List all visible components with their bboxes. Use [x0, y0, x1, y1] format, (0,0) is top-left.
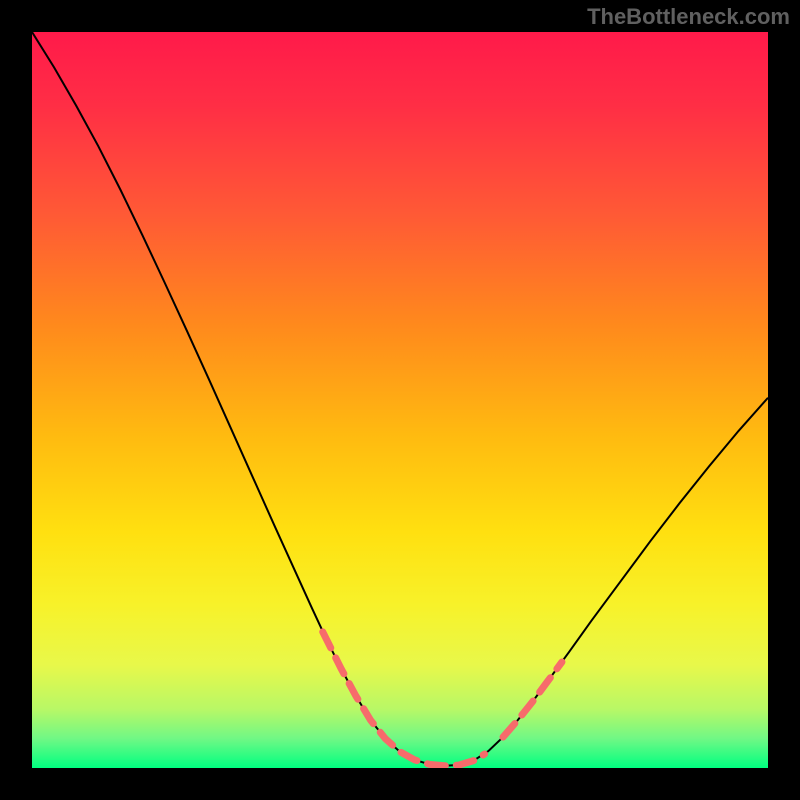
- chart-svg: [32, 32, 768, 768]
- plot-background: [32, 32, 768, 768]
- watermark-text: TheBottleneck.com: [587, 4, 790, 30]
- chart-container: TheBottleneck.com: [0, 0, 800, 800]
- plot-area: [32, 32, 768, 768]
